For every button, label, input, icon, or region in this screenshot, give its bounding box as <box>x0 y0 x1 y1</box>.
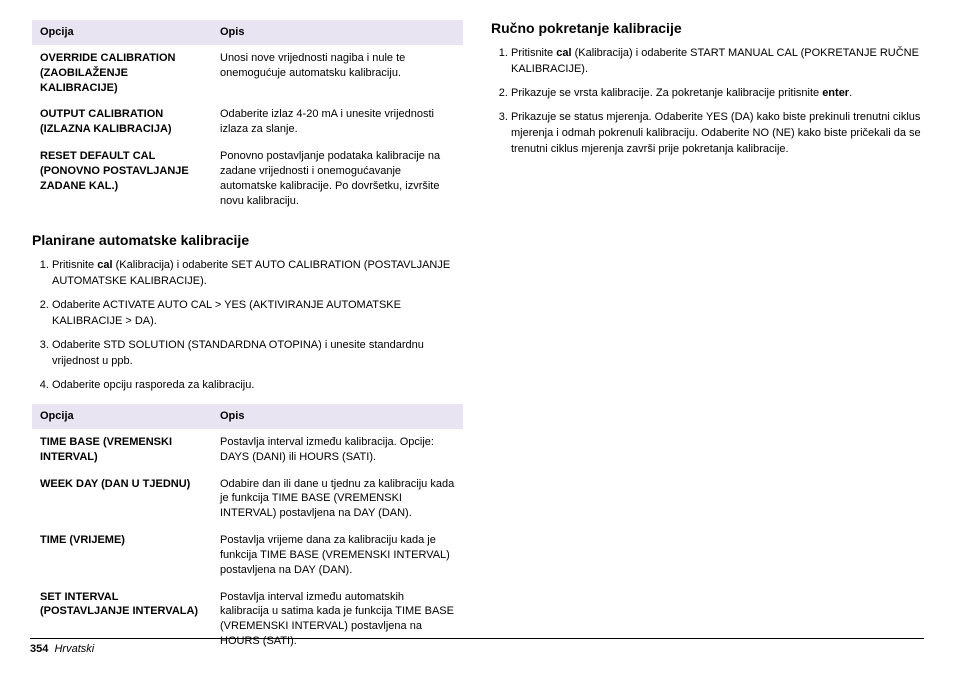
list-item: Pritisnite cal (Kalibracija) i odaberite… <box>511 46 922 78</box>
list-item: Odaberite ACTIVATE AUTO CAL > YES (AKTIV… <box>52 298 463 330</box>
col-header-opis: Opis <box>212 20 463 45</box>
option-key: WEEK DAY (DAN U TJEDNU) <box>32 471 212 528</box>
heading-planirane: Planirane automatske kalibracije <box>32 232 463 248</box>
list-item: Prikazuje se vrsta kalibracije. Za pokre… <box>511 86 922 102</box>
option-desc: Ponovno postavljanje podataka kalibracij… <box>212 143 463 214</box>
option-key: OVERRIDE CALIBRATION (ZAOBILAŽENJE KALIB… <box>32 45 212 102</box>
left-column: Opcija Opis OVERRIDE CALIBRATION (ZAOBIL… <box>32 20 463 628</box>
table-row: TIME (VRIJEME) Postavlja vrijeme dana za… <box>32 527 463 584</box>
options-table-2: Opcija Opis TIME BASE (VREMENSKI INTERVA… <box>32 404 463 655</box>
list-item: Pritisnite cal (Kalibracija) i odaberite… <box>52 258 463 290</box>
table-row: OVERRIDE CALIBRATION (ZAOBILAŽENJE KALIB… <box>32 45 463 102</box>
option-key: OUTPUT CALIBRATION (IZLAZNA KALIBRACIJA) <box>32 101 212 143</box>
page-number: 354 <box>30 643 48 655</box>
right-column: Ručno pokretanje kalibracije Pritisnite … <box>491 20 922 628</box>
option-desc: Postavlja vrijeme dana za kalibraciju ka… <box>212 527 463 584</box>
steps-auto-cal: Pritisnite cal (Kalibracija) i odaberite… <box>32 258 463 394</box>
list-item: Odaberite STD SOLUTION (STANDARDNA OTOPI… <box>52 338 463 370</box>
page-body: Opcija Opis OVERRIDE CALIBRATION (ZAOBIL… <box>0 0 954 628</box>
option-key: TIME (VRIJEME) <box>32 527 212 584</box>
table-row: TIME BASE (VREMENSKI INTERVAL) Postavlja… <box>32 429 463 471</box>
option-desc: Postavlja interval između kalibracija. O… <box>212 429 463 471</box>
table-row: RESET DEFAULT CAL (PONOVNO POSTAVLJANJE … <box>32 143 463 214</box>
heading-rucno: Ručno pokretanje kalibracije <box>491 20 922 36</box>
option-desc: Unosi nove vrijednosti nagiba i nule te … <box>212 45 463 102</box>
page-language: Hrvatski <box>54 643 94 655</box>
steps-manual-cal: Pritisnite cal (Kalibracija) i odaberite… <box>491 46 922 158</box>
option-key: TIME BASE (VREMENSKI INTERVAL) <box>32 429 212 471</box>
table-row: WEEK DAY (DAN U TJEDNU) Odabire dan ili … <box>32 471 463 528</box>
col-header-opcija: Opcija <box>32 20 212 45</box>
list-item: Odaberite opciju rasporeda za kalibracij… <box>52 378 463 394</box>
col-header-opcija: Opcija <box>32 404 212 429</box>
option-desc: Odabire dan ili dane u tjednu za kalibra… <box>212 471 463 528</box>
col-header-opis: Opis <box>212 404 463 429</box>
page-footer: 354 Hrvatski <box>30 638 924 655</box>
list-item: Prikazuje se status mjerenja. Odaberite … <box>511 110 922 158</box>
options-table-1: Opcija Opis OVERRIDE CALIBRATION (ZAOBIL… <box>32 20 463 214</box>
table-row: OUTPUT CALIBRATION (IZLAZNA KALIBRACIJA)… <box>32 101 463 143</box>
option-desc: Odaberite izlaz 4-20 mA i unesite vrijed… <box>212 101 463 143</box>
option-key: RESET DEFAULT CAL (PONOVNO POSTAVLJANJE … <box>32 143 212 214</box>
